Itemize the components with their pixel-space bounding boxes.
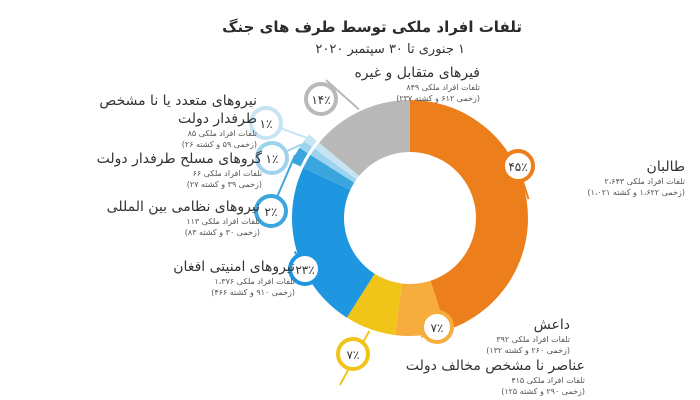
slice-4	[303, 154, 355, 190]
percent-label-2: ۷٪	[347, 348, 360, 362]
percent-label-5: ۱٪	[266, 152, 279, 166]
slice-name: نیروهای نظامی بین المللی	[106, 199, 260, 215]
slice-detail: (زخمی ۱،۶۲۲ و کشته ۱،۰۲۱)	[587, 188, 685, 197]
slice-label-7: فیرهای متقابل و غیره تلفات افراد ملکی ۸۴۹…	[332, 64, 480, 104]
slice-label-3: نیروهای امنیتی افغان تلفات افراد ملکی ۱،۳…	[130, 258, 295, 298]
slice-detail: (زخمی ۵۹ و کشته ۲۶)	[181, 140, 257, 149]
slice-name: گروهای مسلح طرفدار دولت	[96, 151, 262, 167]
slice-name: داعش	[533, 317, 570, 333]
slice-band-6	[304, 134, 317, 147]
slice-name: فیرهای متقابل و غیره	[354, 65, 480, 81]
slice-band-5	[299, 141, 313, 154]
slice-5	[310, 148, 357, 183]
percent-label-4: ۲٪	[265, 205, 278, 219]
slice-band-4	[291, 147, 308, 167]
slice-label-1: داعش تلفات افراد ملکی ۳۹۲ (زخمی ۲۶۰ و کشته…	[450, 316, 570, 356]
slice-detail: (زخمی ۳۹ و کشته ۲۷)	[186, 180, 262, 189]
slice-detail: (زخمی ۲۹۰ و کشته ۱۲۵)	[501, 387, 585, 396]
slice-detail: (زخمی ۹۱۰ و کشته ۴۶۶)	[211, 288, 295, 297]
slice-casualties: تلفات افراد ملکی ۱،۳۷۶	[214, 277, 295, 286]
percent-badge-0	[501, 149, 535, 183]
slice-label-5: گروهای مسلح طرفدار دولت تلفات افراد ملکی …	[60, 150, 262, 190]
slice-label-0: طالبان تلفات افراد ملکی ۲،۶۴۳ (زخمی ۱،۶۲۲ …	[535, 158, 685, 198]
slice-name: عناصر نا مشخص مخالف دولت	[405, 358, 585, 374]
percent-badge-2	[336, 337, 370, 371]
percent-badge-6	[249, 106, 283, 140]
slice-name: طرفدار دولت	[177, 111, 257, 127]
slice-7	[319, 100, 410, 176]
slice-name: نیروهای امنیتی افغان	[173, 259, 295, 275]
slice-casualties: تلفات افراد ملکی ۲،۶۴۳	[604, 177, 685, 186]
slice-label-4: نیروهای نظامی بین المللی تلفات افراد ملکی…	[80, 198, 260, 238]
slice-casualties: تلفات افراد ملکی ۸۵	[187, 129, 257, 138]
slice-casualties: تلفات افراد ملکی ۴۱۵	[511, 376, 585, 385]
percent-label-3: ۲۳٪	[295, 263, 314, 277]
slice-casualties: تلفات افراد ملکی ۶۶	[192, 169, 262, 178]
slice-name: طالبان	[646, 159, 685, 175]
percent-label-1: ۷٪	[431, 321, 444, 335]
slice-casualties: تلفات افراد ملکی ۳۹۲	[496, 335, 570, 344]
percent-label-7: ۱۴٪	[311, 93, 330, 107]
percent-label-0: ۴۵٪	[508, 160, 527, 174]
slice-detail: (زخمی ۳۰ و کشته ۸۳)	[184, 228, 260, 237]
chart-title: تلفات افراد ملکی توسط طرف های جنگ	[222, 18, 522, 36]
slice-name: نیروهای متعدد یا نا مشخص	[99, 93, 257, 109]
percent-badge-4	[254, 194, 288, 228]
slice-6	[314, 142, 360, 180]
connector-7	[325, 79, 360, 111]
slice-2	[346, 273, 402, 336]
percent-label-6: ۱٪	[260, 117, 273, 131]
slice-detail: (زخمی ۶۱۲ و کشته ۲۳۷)	[396, 94, 480, 103]
percent-badge-7	[304, 82, 338, 116]
slice-label-2: عناصر نا مشخص مخالف دولت تلفات افراد ملکی…	[360, 357, 585, 397]
percent-badge-3	[288, 252, 322, 286]
chart-subtitle: ۱ جنوری تا ۳۰ سپتمبر ۲۰۲۰	[315, 42, 465, 57]
percent-badge-5	[255, 141, 289, 175]
slice-casualties: تلفات افراد ملکی ۸۴۹	[406, 83, 480, 92]
slice-0	[410, 100, 528, 331]
slice-label-6: نیروهای متعدد یا نا مشخص طرفدار دولت تلفات…	[85, 92, 257, 150]
slice-detail: (زخمی ۲۶۰ و کشته ۱۳۲)	[486, 346, 570, 355]
slice-casualties: تلفات افراد ملکی ۱۱۳	[186, 217, 260, 226]
percent-badge-1	[420, 310, 454, 344]
